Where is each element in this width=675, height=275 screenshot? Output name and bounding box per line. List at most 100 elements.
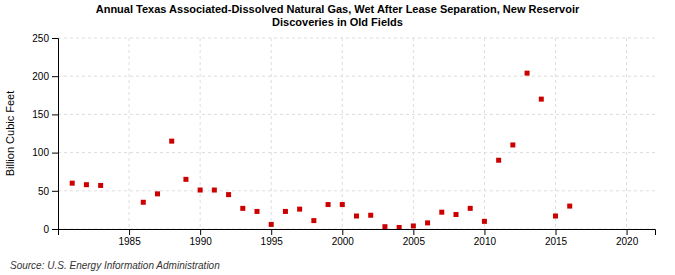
tick-label: 1985: [118, 236, 141, 247]
grid-line-x: [626, 38, 627, 229]
point: [70, 181, 75, 186]
tick-label: 150: [32, 109, 49, 120]
tick-label: 100: [32, 147, 49, 158]
point: [425, 220, 430, 225]
tick-mark: [52, 191, 58, 192]
tick-label: 250: [32, 33, 49, 44]
point: [539, 97, 544, 102]
x-axis: 1985 1990 1995 2000 2005 2010 2015 2020: [59, 229, 656, 247]
point: [482, 219, 487, 224]
point: [382, 224, 387, 229]
axis-line: [59, 230, 656, 236]
point: [340, 202, 345, 207]
point: [468, 206, 473, 211]
point: [183, 177, 188, 182]
tick: 200: [32, 71, 58, 82]
tick-label: 2005: [403, 236, 426, 247]
tick-mark: [52, 114, 58, 115]
chart: 1985 1990 1995 2000 2005 2010 2015 2020 0 50 100 15…: [0, 0, 675, 275]
tick-mark: [52, 76, 58, 77]
point: [155, 191, 160, 196]
title-line: Discoveries in Old Fields: [272, 16, 403, 28]
tick-mark: [484, 229, 485, 235]
tick: 1990: [190, 229, 213, 247]
tick-label: 2020: [616, 236, 639, 247]
grid-line-x: [129, 38, 130, 229]
tick: 1995: [261, 229, 284, 247]
grid-line-y: [58, 76, 655, 77]
grid-line-x: [200, 38, 201, 229]
plot-area: 1985 1990 1995 2000 2005 2010 2015 2020 0 50 100 15…: [32, 33, 655, 247]
grid-line-y: [58, 190, 655, 191]
tick-mark: [556, 229, 557, 235]
tick: 2015: [545, 229, 568, 247]
grid-line-x: [342, 38, 343, 229]
grid-line-x: [271, 38, 272, 229]
tick: 150: [32, 109, 58, 120]
tick-mark: [413, 229, 414, 235]
grid: [58, 38, 655, 229]
tick-label: 1995: [261, 236, 284, 247]
tick-mark: [627, 229, 628, 235]
grid-line-x: [413, 38, 414, 229]
tick-label: 1990: [190, 236, 213, 247]
tick-label: 2015: [545, 236, 568, 247]
point: [283, 209, 288, 214]
point: [567, 204, 572, 209]
axis-line: [52, 39, 59, 230]
tick: 2005: [403, 229, 426, 247]
y-axis: 0 50 100 150 200 250: [32, 33, 58, 235]
tick: 100: [32, 147, 58, 158]
grid-line-y: [58, 38, 655, 39]
grid-line-x: [555, 38, 556, 229]
point: [269, 222, 274, 227]
tick-mark: [129, 229, 130, 235]
grid-line-x: [484, 38, 485, 229]
tick-label: 2010: [474, 236, 497, 247]
tick: 2000: [332, 229, 355, 247]
point: [368, 213, 373, 218]
point: [553, 214, 558, 219]
tick-label: 0: [43, 224, 49, 235]
point: [226, 192, 231, 197]
y-axis-label: Billion Cubic Feet: [4, 91, 16, 177]
point: [169, 139, 174, 144]
point: [326, 202, 331, 207]
tick: 0: [43, 224, 58, 235]
annotation: Source: U.S. Energy Information Administ…: [10, 260, 220, 271]
point: [98, 183, 103, 188]
point: [255, 209, 260, 214]
point: [212, 188, 217, 193]
grid-line-y: [58, 152, 655, 153]
tick-mark: [52, 229, 58, 230]
point: [198, 188, 203, 193]
point: [454, 212, 459, 217]
title: Annual Texas Associated-Dissolved Natura…: [96, 3, 580, 28]
point: [84, 182, 89, 187]
point: [510, 142, 515, 147]
grid-line-y: [58, 114, 655, 115]
point: [297, 207, 302, 212]
tick-mark: [200, 229, 201, 235]
tick: 2020: [616, 229, 639, 247]
tick-mark: [342, 229, 343, 235]
point: [525, 71, 530, 76]
point: [141, 200, 146, 205]
points: [70, 71, 573, 229]
point: [397, 225, 402, 229]
point: [439, 210, 444, 215]
tick-label: 200: [32, 71, 49, 82]
tick-mark: [52, 38, 58, 39]
point: [411, 223, 416, 228]
tick: 1985: [118, 229, 141, 247]
tick: 50: [38, 186, 58, 197]
tick-mark: [271, 229, 272, 235]
point: [354, 214, 359, 219]
title-line: Annual Texas Associated-Dissolved Natura…: [96, 3, 580, 15]
tick: 250: [32, 33, 58, 44]
tick: 2010: [474, 229, 497, 247]
point: [311, 218, 316, 223]
point: [240, 206, 245, 211]
point: [496, 158, 501, 163]
tick-mark: [52, 153, 58, 154]
